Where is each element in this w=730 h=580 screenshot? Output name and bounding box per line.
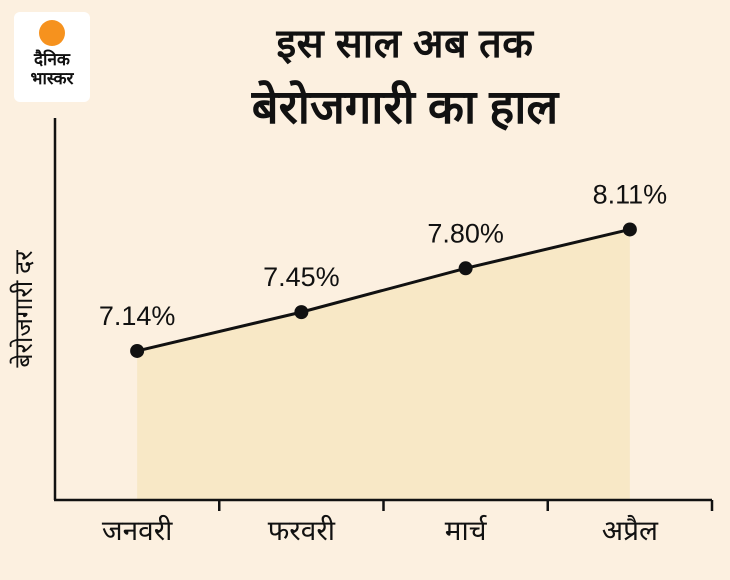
data-point [622, 222, 637, 237]
data-point [294, 305, 309, 320]
dainik-bhaskar-logo: दैनिक भास्कर [14, 12, 90, 102]
x-axis-label: मार्च [445, 514, 488, 546]
chart-title-block: इस साल अब तक बेरोजगारी का हाल [90, 14, 720, 137]
logo-text-line1: दैनिक [34, 50, 70, 69]
x-axis-label: फरवरी [268, 514, 336, 546]
area-fill [137, 229, 630, 499]
trend-line [136, 228, 631, 353]
x-axis-label: अप्रैल [602, 514, 659, 546]
logo-text-line2: भास्कर [30, 69, 74, 89]
data-point [458, 261, 473, 276]
logo-sun-dot-icon [39, 20, 65, 46]
data-point-label: 7.45% [263, 262, 340, 292]
data-point-label: 8.11% [593, 179, 668, 209]
data-point [130, 343, 145, 358]
x-axis-label: जनवरी [102, 514, 173, 546]
chart-title-line1: इस साल अब तक [276, 22, 534, 66]
data-point-label: 7.80% [427, 218, 504, 248]
y-axis-title: बेरोजगारी दर [9, 250, 38, 368]
chart-title-line2: बेरोजगारी का हाल [251, 80, 559, 133]
data-point-label: 7.14% [99, 301, 176, 331]
